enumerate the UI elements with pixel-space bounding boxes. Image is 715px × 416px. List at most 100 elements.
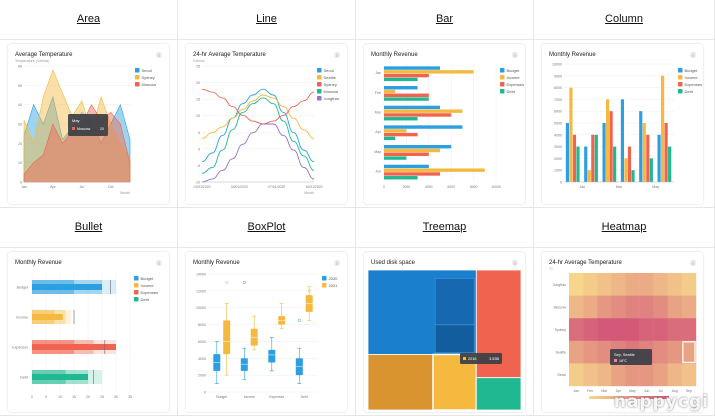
line-y-tick-label: 0 [198, 147, 200, 151]
chart-title: Average Temperature [15, 52, 73, 58]
boxplot-y-tick-label: 6000 [198, 340, 206, 344]
bullet-category-label: Expenses [12, 346, 28, 350]
line-legend-swatch [317, 89, 322, 94]
boxplot-outlier [297, 318, 301, 322]
area-legend-label: Seoul [142, 68, 152, 73]
bar-debt [384, 136, 396, 141]
line-y-tick-label: 20 [196, 81, 200, 85]
line-series-jungfrau [201, 123, 315, 183]
bullet-heading[interactable]: Bullet [74, 221, 103, 233]
heatmap-cell [639, 363, 654, 387]
heatmap-cell [681, 363, 697, 387]
tooltip-box [610, 349, 652, 365]
x-tick-label: Aug [672, 389, 678, 393]
line-legend-label: Jungfrau [324, 96, 340, 101]
area-chart-card: Average Temperature i Temperature (Celsius… [8, 44, 169, 204]
area-legend-label: Moscow [142, 82, 157, 87]
line-y-tick-label: 5 [198, 131, 200, 135]
x-tick-label: Mar [616, 185, 623, 189]
column-chart[interactable]: Monthly Revenue i 0 1000 2000 3000 4000 5000 600… [542, 44, 703, 204]
line-heading[interactable]: Line [256, 13, 277, 25]
info-icon [333, 259, 341, 267]
column-debt [594, 134, 598, 182]
column-y-tick-label: 4000 [554, 133, 562, 137]
x-tick-label: 0 [383, 185, 385, 189]
y-tick-label: Apr [375, 130, 381, 134]
column-heading[interactable]: Column [605, 13, 643, 25]
heatmap-cell [583, 340, 598, 364]
heatmap-heading[interactable]: Heatmap [601, 221, 647, 233]
heatmap-cell [583, 363, 598, 387]
column-debt [631, 170, 635, 182]
info-icon [333, 51, 341, 59]
x-tick-label: Apr [50, 185, 56, 189]
heatmap-cell [625, 295, 640, 319]
line-series-moscow [201, 97, 315, 174]
bar-legend-label: Debt [507, 89, 516, 94]
bullet-value-bar [32, 344, 116, 350]
line-legend-swatch [317, 82, 322, 87]
area-heading[interactable]: Area [76, 13, 101, 25]
area-section: Area Average Temperature i Temperature (Ce… [0, 0, 178, 208]
x-tick-label: Jul [80, 185, 85, 189]
column-budget [584, 146, 588, 182]
bar-debt [384, 156, 407, 160]
line-y-tick-label: 15 [196, 98, 200, 102]
x-tick-label: May [629, 389, 636, 393]
boxplot-y-tick-label: 12000 [196, 289, 206, 293]
y-tick-label: Seoul [557, 373, 566, 377]
bar-legend-label: Income [507, 75, 521, 80]
tooltip-swatch [614, 359, 617, 362]
bullet-chart-card: Monthly Revenue i 0 5 10 15 20 25 30 35 Budget Inco… [8, 252, 169, 412]
bar-income [384, 89, 396, 94]
area-y-tick-label: 50 [18, 84, 22, 88]
bar-heading[interactable]: Bar [435, 13, 454, 25]
x-tick-label: 04/01/2020 [231, 185, 248, 189]
bullet-chart[interactable]: Monthly Revenue i 0 5 10 15 20 25 30 35 Budget Inco… [8, 252, 169, 412]
heatmap-cell [667, 318, 683, 341]
x-tick-label: Jan [573, 389, 579, 393]
line-y-tick-label: 10 [196, 114, 200, 118]
area-y-tick-label: 20 [18, 142, 22, 146]
heatmap-cell [681, 295, 697, 319]
x-tick-label: 10000 [491, 185, 501, 189]
column-budget [620, 99, 625, 182]
bullet-legend-label: Expenses [141, 290, 159, 295]
treemap-chart[interactable]: Used disk space i 2016 3.53B [364, 252, 525, 412]
line-series-seoul [201, 88, 315, 163]
treemap-tile-library [367, 354, 434, 411]
heatmap-cell [597, 273, 612, 296]
bullet-value-bar [32, 314, 63, 320]
bar-income [384, 129, 407, 133]
treemap-tile-apps [475, 377, 522, 411]
line-legend-label: Moscow [324, 89, 339, 94]
x-tick-label: Jul [659, 389, 664, 393]
boxplot-heading[interactable]: BoxPlot [247, 221, 286, 233]
y-tick-label: May [374, 150, 381, 154]
area-y-tick-label: 30 [18, 123, 22, 127]
line-legend-swatch [317, 75, 322, 80]
bullet-section: Bullet Monthly Revenue i 0 5 10 15 20 25 30 35 Bud… [0, 208, 178, 416]
heatmap-cell [597, 295, 612, 319]
heatmap-cell [667, 295, 683, 319]
chart-title: Monthly Revenue [371, 52, 418, 58]
line-chart[interactable]: 24-hr Average Temperature i Celsius -10 -5 0 5… [186, 44, 347, 204]
heatmap-cell [667, 340, 683, 364]
column-y-tick-label: 0 [560, 181, 562, 185]
area-chart[interactable]: Average Temperature i Temperature (Celsius… [8, 44, 169, 204]
boxplot-chart[interactable]: Monthly Revenue i 0 2000 4000 6000 8000 10000 12… [186, 252, 347, 412]
x-tick-label: May [652, 185, 659, 189]
boxplot-outlier [307, 289, 311, 293]
heatmap-cell [611, 363, 626, 387]
x-tick-label: 10/01/2020 [306, 185, 323, 189]
x-tick-label: Debt [301, 395, 308, 399]
tooltip-title: Sep, Seattle [614, 353, 635, 357]
bar-chart[interactable]: Monthly Revenue i 0 2000 4000 6000 8000 10000 Ja… [364, 44, 525, 204]
treemap-heading[interactable]: Treemap [422, 221, 467, 233]
area-y-tick-label: 60 [18, 65, 22, 69]
column-y-tick-label: 7000 [554, 98, 562, 102]
heatmap-cell [583, 318, 598, 341]
heatmap-chart-card: 24-hr Average Temperature i °C Jungfrau Mosc… [542, 252, 703, 412]
heatmap-chart[interactable]: 24-hr Average Temperature i °C Jungfrau Mosc… [542, 252, 703, 412]
